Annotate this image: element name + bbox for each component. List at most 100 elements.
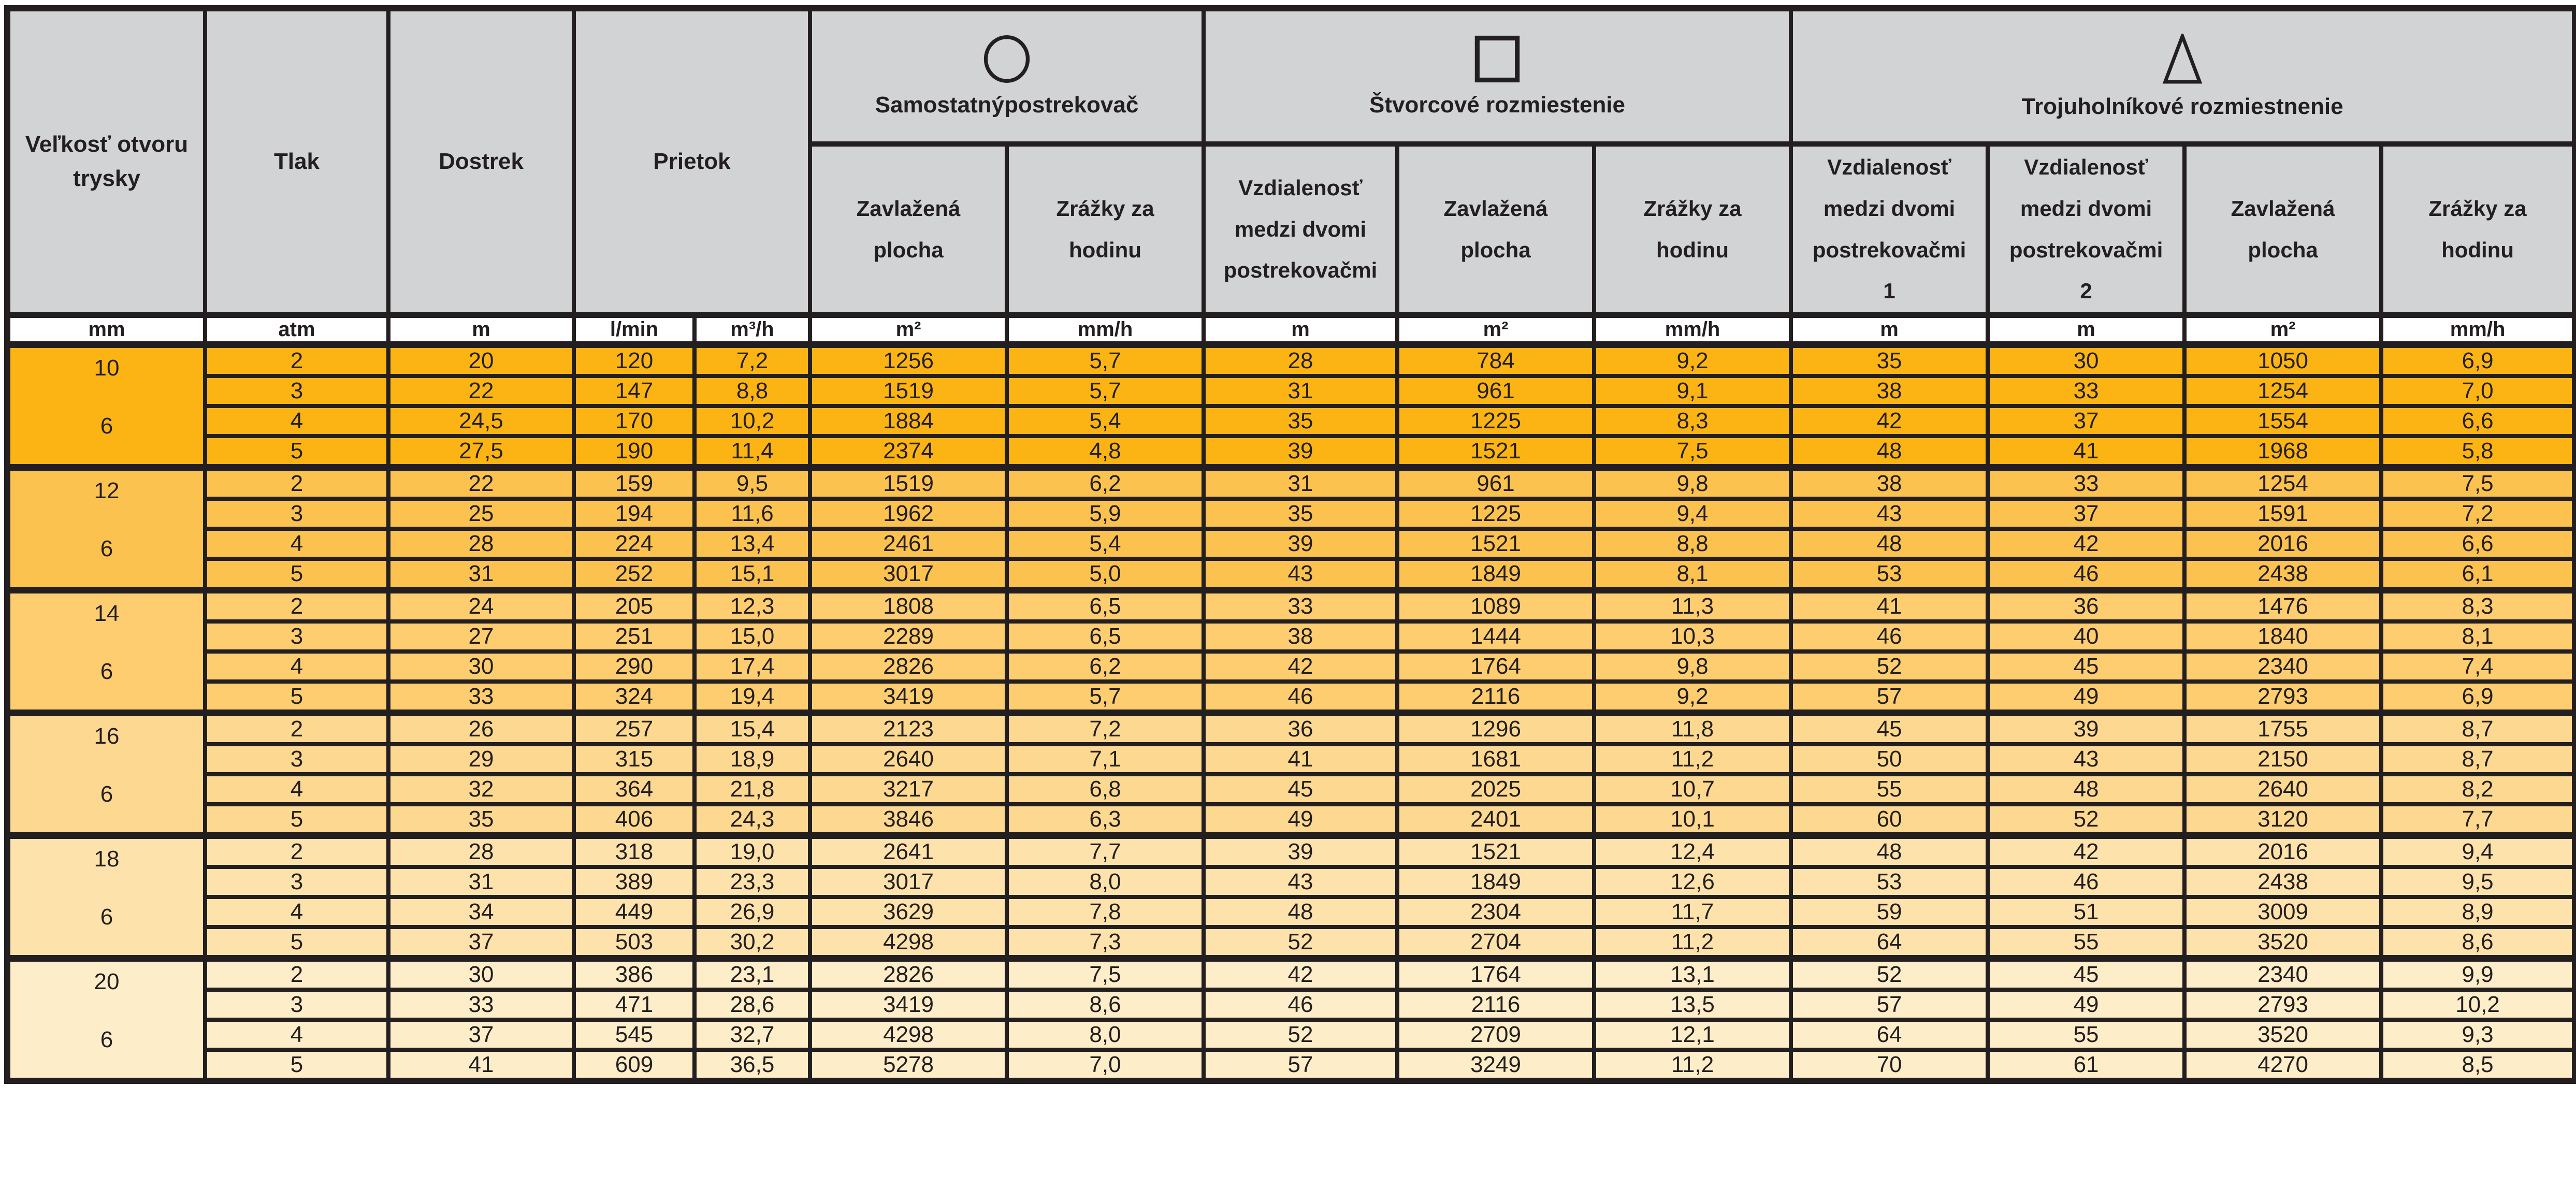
value-cell: 37	[386, 1018, 576, 1052]
value-cell: 7,2	[1005, 709, 1206, 747]
value-cell: 251	[572, 619, 697, 654]
value-cell: 4	[203, 649, 390, 684]
value-cell: 147	[572, 374, 697, 409]
unit-cell: mm/h	[1005, 312, 1206, 348]
value-cell: 4	[203, 1018, 390, 1052]
value-cell: 22	[386, 464, 576, 501]
value-cell: 48	[1986, 772, 2187, 807]
value-cell: 5,9	[1005, 497, 1206, 531]
value-cell: 45	[1789, 709, 1990, 747]
value-cell: 1296	[1395, 709, 1597, 747]
subheader-precip-per-hour: Zrážky za hodinu	[2379, 141, 2576, 317]
nozzle-size: 12	[94, 478, 120, 504]
value-cell: 31	[386, 557, 576, 592]
value-cell: 19,0	[692, 832, 813, 870]
value-cell: 1884	[808, 404, 1009, 439]
value-cell: 5	[203, 434, 390, 470]
nozzle-secondary-size: 6	[100, 536, 113, 562]
square-icon	[1474, 35, 1520, 82]
value-cell: 39	[1202, 527, 1400, 561]
unit-cell: l/min	[572, 312, 697, 348]
value-cell: 46	[1986, 865, 2187, 900]
value-cell: 27	[386, 619, 576, 654]
value-cell: 2	[203, 709, 390, 747]
value-cell: 10,7	[1592, 772, 1793, 807]
value-cell: 61	[1986, 1048, 2187, 1083]
value-cell: 43	[1202, 557, 1400, 592]
value-cell: 4	[203, 527, 390, 561]
value-cell: 10,1	[1592, 802, 1793, 838]
value-cell: 1755	[2182, 709, 2384, 747]
value-cell: 2340	[2182, 955, 2384, 992]
value-cell: 33	[386, 988, 576, 1022]
value-cell: 10,3	[1592, 619, 1793, 654]
value-cell: 7,2	[692, 341, 813, 379]
subheader-distance-between-sprinklers: Vzdialenosť medzi dvomi postrekovačmi	[1202, 141, 1400, 317]
unit-cell: m	[1789, 312, 1990, 348]
value-cell: 8,0	[1005, 1018, 1206, 1052]
value-cell: 3009	[2182, 895, 2384, 930]
value-cell: 5,7	[1005, 341, 1206, 379]
subheader-precip-per-hour: Zrážky za hodinu	[1005, 141, 1206, 317]
value-cell: 3	[203, 988, 390, 1022]
value-cell: 5,4	[1005, 527, 1206, 561]
subheader-distance-between-sprinklers-1: Vzdialenosť medzi dvomi postrekovačmi 1	[1789, 141, 1990, 317]
value-cell: 9,2	[1592, 679, 1793, 715]
value-cell: 252	[572, 557, 697, 592]
value-cell: 2	[203, 955, 390, 992]
value-cell: 57	[1202, 1048, 1400, 1083]
value-cell: 4270	[2182, 1048, 2384, 1083]
value-cell: 1554	[2182, 404, 2384, 439]
value-cell: 49	[1202, 802, 1400, 838]
value-cell: 19,4	[692, 679, 813, 715]
value-cell: 26,9	[692, 895, 813, 930]
value-cell: 64	[1789, 1018, 1990, 1052]
value-cell: 9,5	[692, 464, 813, 501]
value-cell: 25	[386, 497, 576, 531]
value-cell: 37	[1986, 404, 2187, 439]
value-cell: 15,1	[692, 557, 813, 592]
value-cell: 39	[1202, 832, 1400, 870]
unit-cell: m²	[1395, 312, 1597, 348]
section-square-layout: Štvorcové rozmiestenie	[1202, 6, 1793, 147]
table-row: 4 24,5 170 10,2 1884 5,4 35 1225 8,3 42 37 1554 6,6	[7, 404, 2576, 439]
table-row: 12 6 2 22 159 9,5 1519 6,2 31 961 9,8 38 33 1254 7,5	[5, 464, 2576, 592]
table-row: 5 27,5 190 11,4 2374 4,8 39 1521 7,5 48 41 1968 5,8	[7, 434, 2576, 470]
table-row: 4 30 290 17,4 2826 6,2 42 1764 9,8 52 45 2340 7,4	[7, 649, 2576, 684]
table-row: 3 33 471 28,6 3419 8,6 46 2116 13,5 57 49 2793 10,2	[7, 988, 2576, 1022]
value-cell: 9,8	[1592, 649, 1793, 684]
value-cell: 51	[1986, 895, 2187, 930]
section-label: Trojuholníkové rozmiestnenie	[2021, 93, 2343, 119]
value-cell: 1519	[808, 464, 1009, 501]
unit-cell: m²	[808, 312, 1009, 348]
value-cell: 1764	[1395, 649, 1597, 684]
value-cell: 26	[386, 709, 576, 747]
value-cell: 205	[572, 587, 697, 624]
value-cell: 5278	[808, 1048, 1009, 1083]
value-cell: 1849	[1395, 557, 1597, 592]
value-cell: 7,5	[1005, 955, 1206, 992]
value-cell: 1808	[808, 587, 1009, 624]
table-row: 4 37 545 32,7 4298 8,0 52 2709 12,1 64 55 3520 9,3	[7, 1018, 2576, 1052]
value-cell: 2793	[2182, 679, 2384, 715]
nozzle-size-cell: 20 6	[5, 955, 207, 1083]
value-cell: 37	[386, 925, 576, 961]
value-cell: 449	[572, 895, 697, 930]
value-cell: 12,6	[1592, 865, 1793, 900]
table-row: 20 6 2 30 386 23,1 2826 7,5 42 1764 13,1 52 45 2340 9,…	[5, 955, 2576, 1083]
subheader-irrigated-area: Zavlažená plocha	[1395, 141, 1597, 317]
value-cell: 35	[386, 802, 576, 838]
value-cell: 315	[572, 742, 697, 777]
value-cell: 46	[1202, 988, 1400, 1022]
value-cell: 1476	[2182, 587, 2384, 624]
value-cell: 5,8	[2379, 434, 2576, 470]
value-cell: 7,0	[1005, 1048, 1206, 1083]
nozzle-secondary-size: 6	[100, 781, 113, 807]
value-cell: 3120	[2182, 802, 2384, 838]
value-cell: 41	[1986, 434, 2187, 470]
value-cell: 70	[1789, 1048, 1990, 1083]
value-cell: 9,4	[1592, 497, 1793, 531]
value-cell: 52	[1789, 649, 1990, 684]
value-cell: 545	[572, 1018, 697, 1052]
value-cell: 120	[572, 341, 697, 379]
